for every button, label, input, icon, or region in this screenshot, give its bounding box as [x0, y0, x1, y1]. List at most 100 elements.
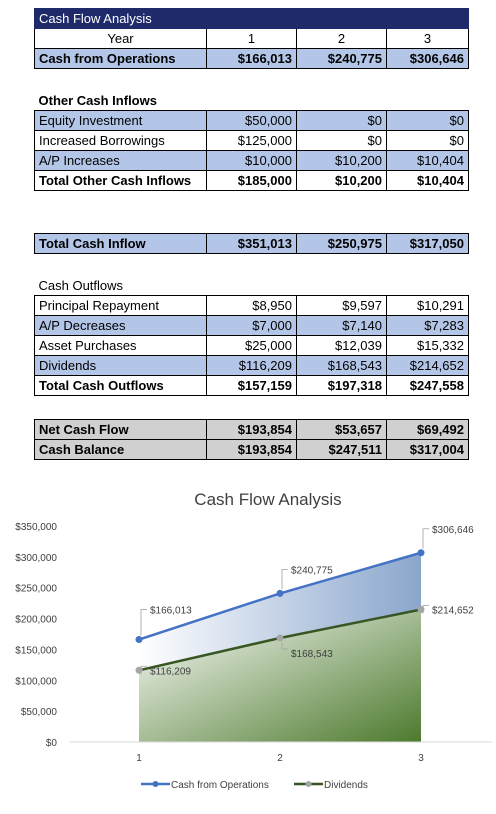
value-year-3: $10,291 — [386, 295, 469, 316]
year-3: 3 — [386, 28, 469, 49]
row-label: Principal Repayment — [34, 295, 207, 316]
ops-data-label: $166,013 — [150, 606, 192, 617]
y-tick-label: $100,000 — [15, 676, 57, 687]
value-year-2: $197,318 — [296, 375, 387, 396]
cash-from-operations-point — [135, 636, 143, 644]
year-1: 1 — [206, 28, 297, 49]
year-2: 2 — [296, 28, 387, 49]
value-year-2: $10,200 — [296, 170, 387, 191]
value-year-2: $250,975 — [296, 233, 387, 254]
data-label-leader — [422, 528, 429, 549]
y-tick-label: $200,000 — [15, 615, 57, 626]
table-row: Dividends $116,209 $168,543 $214,652 — [34, 355, 469, 376]
value-year-1: $185,000 — [206, 170, 297, 191]
value-year-1: $157,159 — [206, 375, 297, 396]
value-year-1: $10,000 — [206, 150, 297, 171]
legend-label: Dividends — [324, 780, 368, 791]
value-year-1: $125,000 — [206, 130, 297, 151]
dividends-point — [417, 606, 425, 614]
table-row: A/P Increases $10,000 $10,200 $10,404 — [34, 150, 469, 171]
data-label-leader — [140, 665, 147, 675]
table-row: Asset Purchases $25,000 $12,039 $15,332 — [34, 335, 469, 356]
row-label: Dividends — [34, 355, 207, 376]
ops-data-label: $240,775 — [291, 565, 333, 576]
value-year-2: $12,039 — [296, 335, 387, 356]
chart-title: Cash Flow Analysis — [194, 490, 341, 509]
value-year-3: $214,652 — [386, 355, 469, 376]
chart-areas — [139, 552, 421, 742]
row-label: Increased Borrowings — [34, 130, 207, 151]
dividends-point — [276, 634, 284, 642]
value-year-3: $0 — [386, 130, 469, 151]
table-block-3: Total Cash Inflow $351,013 $250,975 $317… — [34, 233, 469, 254]
table-block-1: Cash Flow Analysis Year 1 2 3 Cash from … — [34, 8, 469, 69]
cash-balance-row: Cash Balance $193,854 $247,511 $317,004 — [34, 439, 469, 460]
value-year-2: $168,543 — [296, 355, 387, 376]
cash-flow-chart: Cash Flow Analysis $0 $50,000 $100,000 $150… — [15, 490, 492, 791]
value-year-1: $50,000 — [206, 110, 297, 131]
value-year-3: $247,558 — [386, 375, 469, 396]
value-year-2: $53,657 — [296, 419, 387, 440]
total-cash-inflow-row: Total Cash Inflow $351,013 $250,975 $317… — [34, 233, 469, 254]
value-year-3: $317,004 — [386, 439, 469, 460]
data-label-leader — [281, 569, 288, 590]
year-label: Year — [34, 28, 207, 49]
chart-legend: Cash from Operations Dividends — [141, 780, 368, 791]
section-header-row: Other Cash Inflows — [34, 90, 469, 111]
value-year-2: $240,775 — [296, 48, 387, 69]
y-tick-label: $50,000 — [21, 707, 58, 718]
row-label: Equity Investment — [34, 110, 207, 131]
value-year-2: $10,200 — [296, 150, 387, 171]
total-outflows-row: Total Cash Outflows $157,159 $197,318 $2… — [34, 375, 469, 396]
value-year-2: $247,511 — [296, 439, 387, 460]
value-year-1: $7,000 — [206, 315, 297, 336]
value-year-2: $0 — [296, 110, 387, 131]
row-label: Net Cash Flow — [34, 419, 207, 440]
value-year-1: $193,854 — [206, 419, 297, 440]
y-tick-label: $250,000 — [15, 584, 57, 595]
row-label: Total Other Cash Inflows — [34, 170, 207, 191]
y-tick-label: $150,000 — [15, 645, 57, 656]
row-label: Cash from Operations — [34, 48, 207, 69]
value-year-3: $317,050 — [386, 233, 469, 254]
table-title-row: Cash Flow Analysis — [34, 8, 469, 29]
row-label: A/P Increases — [34, 150, 207, 171]
table-row: A/P Decreases $7,000 $7,140 $7,283 — [34, 315, 469, 336]
cash-from-operations-area — [139, 552, 421, 671]
table-block-5: Net Cash Flow $193,854 $53,657 $69,492 C… — [34, 419, 469, 460]
cash-from-operations-row: Cash from Operations $166,013 $240,775 $… — [34, 48, 469, 69]
x-axis: 1 2 3 — [136, 753, 424, 764]
x-tick-label: 1 — [136, 753, 142, 764]
total-other-inflows-row: Total Other Cash Inflows $185,000 $10,20… — [34, 170, 469, 191]
table-row: Principal Repayment $8,950 $9,597 $10,29… — [34, 295, 469, 316]
value-year-1: $25,000 — [206, 335, 297, 356]
dividends-data-label: $116,209 — [150, 666, 191, 677]
cash-from-operations-point — [276, 589, 284, 597]
legend-swatch-marker — [305, 781, 312, 787]
y-tick-label: $300,000 — [15, 553, 57, 564]
value-year-1: $116,209 — [206, 355, 297, 376]
value-year-1: $351,013 — [206, 233, 297, 254]
legend-swatch-marker — [152, 781, 159, 787]
dividends-data-label: $168,543 — [291, 649, 333, 660]
value-year-2: $0 — [296, 130, 387, 151]
year-row: Year 1 2 3 — [34, 28, 469, 49]
table-title: Cash Flow Analysis — [34, 8, 469, 29]
value-year-3: $10,404 — [386, 170, 469, 191]
value-year-3: $69,492 — [386, 419, 469, 440]
table-block-2: Other Cash Inflows Equity Investment $50… — [34, 90, 469, 191]
value-year-3: $306,646 — [386, 48, 469, 69]
legend-label: Cash from Operations — [171, 780, 269, 791]
value-year-3: $15,332 — [386, 335, 469, 356]
data-label-leader — [281, 641, 288, 650]
row-label: Cash Balance — [34, 439, 207, 460]
row-label: Asset Purchases — [34, 335, 207, 356]
net-cash-flow-row: Net Cash Flow $193,854 $53,657 $69,492 — [34, 419, 469, 440]
data-label-leader — [140, 609, 147, 636]
data-labels: $166,013 $240,775 $306,646 $116,209 $168,543… — [140, 525, 474, 677]
value-year-3: $0 — [386, 110, 469, 131]
value-year-1: $166,013 — [206, 48, 297, 69]
value-year-2: $9,597 — [296, 295, 387, 316]
table-row: Equity Investment $50,000 $0 $0 — [34, 110, 469, 131]
value-year-3: $10,404 — [386, 150, 469, 171]
